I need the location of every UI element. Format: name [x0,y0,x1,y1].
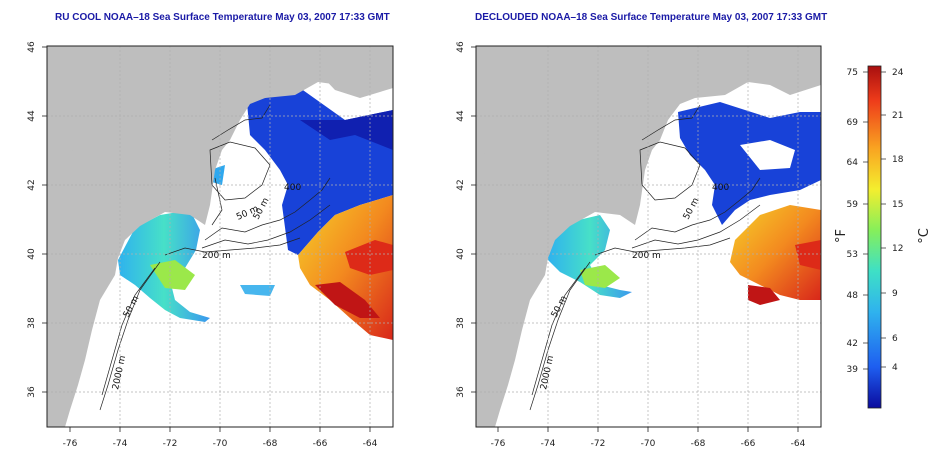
left-xtick: -64 [363,439,378,449]
colorbar-c-tick: 24 [892,68,904,78]
left-xtick: -68 [263,439,278,449]
right-xtick: -76 [491,439,506,449]
right-ytick: 40 [456,248,466,260]
colorbar-fahrenheit-label: °F [834,229,849,243]
right-map-title: DECLOUDED NOAA–18 Sea Surface Temperatur… [475,12,828,23]
left-ytick: 38 [27,317,37,329]
left-isobaths [99,104,331,411]
right-xtick: -64 [791,439,806,449]
left-ytick: 40 [27,248,37,260]
right-ytick: 38 [456,317,466,329]
colorbar-c-tick: 9 [892,289,898,299]
left-map-title: RU COOL NOAA–18 Sea Surface Temperature … [55,12,390,23]
colorbar-f-tick: 69 [847,118,859,128]
left-land [47,46,393,427]
left-map-panel: -76 -74 -72 -70 -68 -66 -64 46 44 42 40 … [27,41,394,449]
left-xtick: -70 [213,439,228,449]
colorbar-c-tick: 18 [892,155,904,165]
left-xtick: -66 [313,439,328,449]
left-xtick: -72 [163,439,178,449]
colorbar-f-tick: 42 [847,339,858,349]
right-isobath-label: 200 m [632,251,661,261]
colorbar-f-tick: 75 [847,68,858,78]
left-ytick: 36 [27,386,37,398]
right-ytick: 42 [456,179,466,190]
colorbar-c-tick: 12 [892,244,903,254]
colorbar-c-tick: 6 [892,334,898,344]
right-xtick: -66 [741,439,756,449]
colorbar-f-tick: 39 [847,365,859,375]
colorbar-c-tick: 15 [892,200,903,210]
left-ytick: 46 [27,41,37,53]
right-grid [476,46,821,427]
right-sst-cold-water [678,102,821,225]
colorbar-c-tick: 21 [892,111,903,121]
right-ytick: 36 [456,386,466,398]
right-sst-shelf-water [548,215,632,298]
colorbar-f-tick: 64 [847,158,859,168]
colorbar-f-tick: 59 [847,200,859,210]
right-map-panel: -76 -74 -72 -70 -68 -66 -64 46 44 42 40 … [456,41,822,449]
colorbar-f-tick: 53 [847,250,858,260]
left-sst-warm-water [298,195,393,340]
right-sst-warm-water [730,205,821,300]
right-xtick: -70 [641,439,656,449]
right-xtick: -72 [591,439,606,449]
right-ytick: 44 [456,110,466,122]
left-ytick: 42 [27,179,37,190]
colorbar-celsius-label: °C [917,228,932,244]
temperature-colorbar: 75 69 64 59 53 48 42 39 24 21 18 15 12 9… [834,65,932,409]
right-isobath-label: 400 [712,183,729,193]
left-xtick: -74 [113,439,128,449]
left-isobath-label: 400 [284,183,301,193]
left-grid [47,46,393,427]
right-ytick: 46 [456,41,466,53]
colorbar-c-tick: 4 [892,363,898,373]
left-isobath-label: 200 m [202,251,231,261]
colorbar-f-tick: 48 [847,291,859,301]
left-ytick: 44 [27,110,37,122]
right-xtick: -68 [691,439,706,449]
right-xtick: -74 [541,439,556,449]
left-xtick: -76 [63,439,78,449]
right-land [476,46,821,427]
